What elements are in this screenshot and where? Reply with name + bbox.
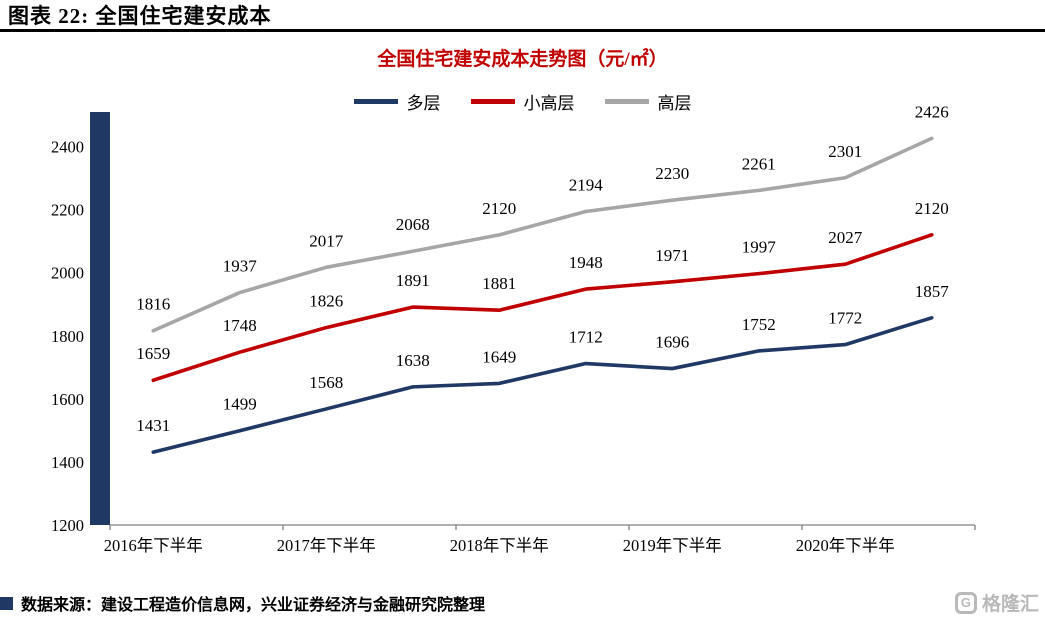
legend-line-icon bbox=[604, 99, 649, 104]
y-axis-label: 2400 bbox=[51, 138, 84, 157]
data-label: 2194 bbox=[569, 176, 604, 195]
data-label: 2426 bbox=[915, 102, 949, 121]
x-axis-label: 2020年下半年 bbox=[796, 536, 895, 555]
data-label: 1638 bbox=[396, 351, 430, 370]
y-axis-label: 2200 bbox=[51, 201, 84, 220]
data-label: 1752 bbox=[742, 315, 776, 334]
legend-item-xiaogaoceng: 小高层 bbox=[470, 89, 575, 114]
data-label: 2120 bbox=[482, 199, 516, 218]
x-axis-label: 2017年下半年 bbox=[277, 536, 376, 555]
legend-line-icon bbox=[353, 99, 398, 104]
data-label: 2261 bbox=[742, 154, 776, 173]
data-label: 2017 bbox=[309, 231, 344, 250]
legend-item-duoceng: 多层 bbox=[353, 89, 441, 114]
cost-trend-line-chart: 1200 1400 1600 1800 2000 2200 2400 2016年下半年 2017… bbox=[51, 102, 976, 555]
data-label: 1857 bbox=[915, 282, 950, 301]
figure-header: 图表 22: 全国住宅建安成本 bbox=[0, 0, 1045, 32]
series-line-多层 bbox=[151, 315, 934, 454]
source-note: 数据来源：建设工程造价信息网，兴业证券经济与金融研究院整理 bbox=[0, 591, 485, 615]
data-label: 1881 bbox=[482, 274, 516, 293]
data-label: 1816 bbox=[136, 295, 170, 314]
data-label: 1937 bbox=[223, 257, 258, 276]
x-axis-label: 2016年下半年 bbox=[104, 536, 203, 555]
data-label: 1712 bbox=[569, 328, 603, 347]
y-axis-label: 1600 bbox=[51, 390, 84, 409]
data-label: 2068 bbox=[396, 215, 430, 234]
y-axis-label: 1800 bbox=[51, 327, 84, 346]
data-label: 2120 bbox=[915, 199, 949, 218]
data-label: 1649 bbox=[482, 347, 516, 366]
series-line-小高层 bbox=[151, 233, 934, 383]
data-label: 1772 bbox=[828, 309, 862, 328]
data-label: 1971 bbox=[655, 246, 689, 265]
legend-line-icon bbox=[470, 99, 515, 104]
data-label: 1659 bbox=[136, 344, 170, 363]
chart-title: 全国住宅建安成本走势图（元/㎡） bbox=[377, 49, 668, 70]
y-axis-label: 1400 bbox=[51, 453, 84, 472]
data-label: 1499 bbox=[223, 395, 257, 414]
data-label: 2027 bbox=[828, 228, 863, 247]
legend-label: 小高层 bbox=[523, 94, 575, 113]
data-label: 1948 bbox=[569, 253, 603, 272]
figure-title: 图表 22: 全国住宅建安成本 bbox=[8, 3, 272, 28]
series-line-高层 bbox=[151, 136, 934, 333]
data-label: 1826 bbox=[309, 292, 343, 311]
legend-label: 多层 bbox=[406, 94, 441, 113]
watermark-text: 格隆汇 bbox=[981, 594, 1039, 615]
y-axis-label: 1200 bbox=[51, 516, 84, 535]
data-label: 1748 bbox=[223, 316, 257, 335]
data-label: 1431 bbox=[136, 416, 170, 435]
y-axis-label: 2000 bbox=[51, 264, 84, 283]
x-axis-label: 2018年下半年 bbox=[450, 536, 549, 555]
chart-legend: 多层 小高层 高层 bbox=[0, 89, 1045, 114]
legend-item-gaoceng: 高层 bbox=[604, 89, 692, 114]
source-text: 数据来源：建设工程造价信息网，兴业证券经济与金融研究院整理 bbox=[21, 597, 486, 614]
legend-label: 高层 bbox=[657, 94, 692, 113]
source-bullet bbox=[0, 596, 13, 610]
gelonghui-watermark: G 格隆汇 bbox=[954, 589, 1039, 616]
data-label: 1696 bbox=[655, 333, 689, 352]
gelonghui-logo-icon: G bbox=[954, 591, 977, 614]
x-axis-label: 2019年下半年 bbox=[623, 536, 722, 555]
data-label: 2230 bbox=[655, 164, 689, 183]
data-label: 2301 bbox=[828, 142, 862, 161]
data-label: 1891 bbox=[396, 271, 430, 290]
data-label: 1997 bbox=[742, 238, 777, 257]
y-axis-accent-bar bbox=[90, 112, 110, 525]
data-label: 1568 bbox=[309, 373, 343, 392]
